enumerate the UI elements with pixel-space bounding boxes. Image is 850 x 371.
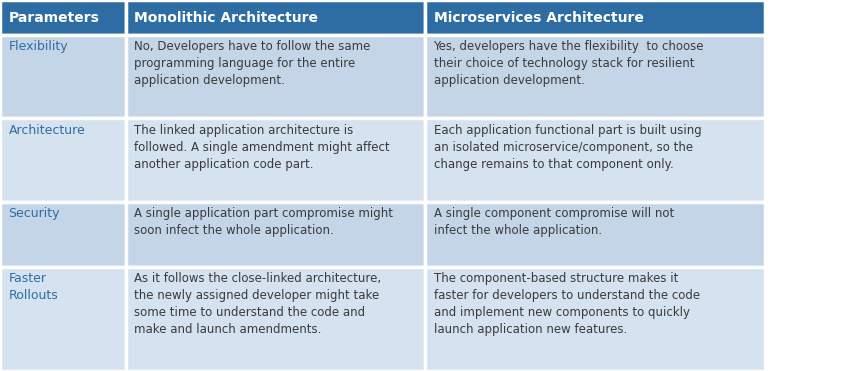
Text: A single application part compromise might
soon infect the whole application.: A single application part compromise mig… [134,207,394,237]
Bar [425,35,765,118]
Text: Flexibility: Flexibility [8,40,68,53]
Text: A single component compromise will not
infect the whole application.: A single component compromise will not i… [434,207,674,237]
Text: As it follows the close-linked architecture,
the newly assigned developer might : As it follows the close-linked architect… [134,272,382,336]
Text: The component-based structure makes it
faster for developers to understand the c: The component-based structure makes it f… [434,272,700,336]
Bar [0,0,126,35]
Bar [126,0,425,35]
Bar [425,118,765,202]
Text: The linked application architecture is
followed. A single amendment might affect: The linked application architecture is f… [134,124,390,171]
Text: No, Developers have to follow the same
programming language for the entire
appli: No, Developers have to follow the same p… [134,40,371,88]
Text: Security: Security [8,207,60,220]
Bar [425,267,765,371]
Text: Parameters: Parameters [8,11,99,24]
Text: Architecture: Architecture [8,124,85,137]
Bar [126,35,425,118]
Bar [0,267,126,371]
Bar [126,267,425,371]
Bar [126,202,425,267]
Bar [425,0,765,35]
Text: Monolithic Architecture: Monolithic Architecture [134,11,318,24]
Bar [0,35,126,118]
Text: Each application functional part is built using
an isolated microservice/compone: Each application functional part is buil… [434,124,701,171]
Bar [425,202,765,267]
Text: Microservices Architecture: Microservices Architecture [434,11,643,24]
Bar [126,118,425,202]
Bar [0,118,126,202]
Bar [0,202,126,267]
Text: Yes, developers have the flexibility  to choose
their choice of technology stack: Yes, developers have the flexibility to … [434,40,704,88]
Text: Faster
Rollouts: Faster Rollouts [8,272,59,302]
